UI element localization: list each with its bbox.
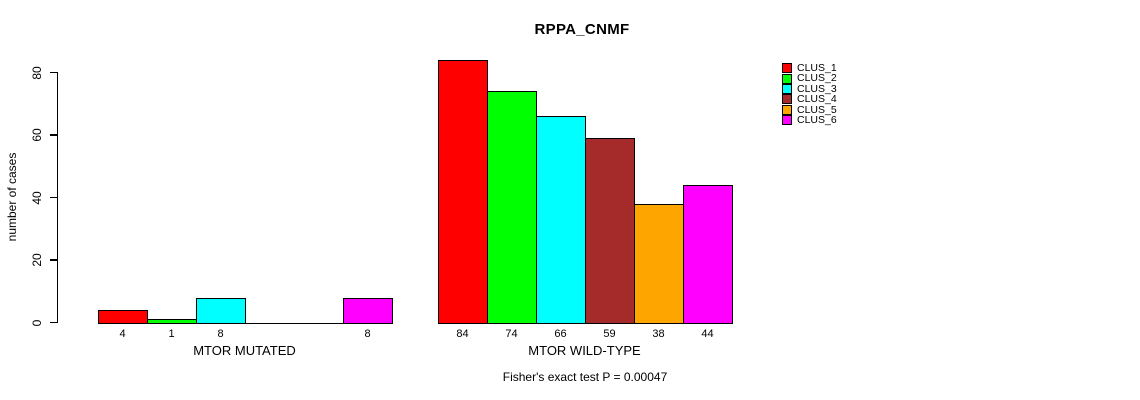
y-tick-mark [50,259,57,261]
y-tick-mark [50,321,57,324]
legend-swatch-clus-6 [782,115,792,126]
bar-value-label: 4 [119,328,126,340]
y-tick-label: 60 [30,128,44,142]
bar-value-label: 59 [603,328,616,340]
legend-swatch-clus-1 [782,63,792,74]
y-tick-mark [50,196,57,199]
legend-label: CLUS_3 [797,82,837,95]
y-axis-line [56,72,58,323]
bar-clus_6 [682,185,733,324]
legend-item: CLUS_1 [782,63,837,73]
bar-value-label: 8 [217,328,224,340]
y-tick-mark [50,71,57,74]
bar-clus_4 [584,138,635,324]
legend-item: CLUS_2 [782,72,837,85]
legend-item: CLUS_3 [782,82,837,95]
zero-bar-clus_5 [293,322,344,324]
legend-item: CLUS_4 [782,93,837,106]
legend-label: CLUS_5 [797,103,837,116]
fisher-test-caption: Fisher's exact test P = 0.00047 [502,370,668,384]
legend-label: CLUS_2 [797,72,837,85]
y-tick-label: 40 [30,190,44,205]
y-axis-label: number of cases [5,152,19,242]
bar-value-label: 66 [554,328,567,340]
bar-value-label: 38 [652,328,665,340]
bar-value-label: 74 [505,328,518,340]
legend-swatch-clus-2 [782,73,792,84]
bar-clus_3 [195,297,246,324]
bar-clus_1 [437,60,488,324]
legend: CLUS_1 CLUS_2 CLUS_3 CLUS_4 CLUS_5 CLUS_… [782,63,837,125]
legend-item: CLUS_6 [782,113,837,126]
legend-label: CLUS_6 [797,113,837,126]
legend-swatch-clus-5 [782,104,792,115]
bar-clus_1 [97,310,148,324]
legend-item: CLUS_5 [782,103,837,116]
y-tick-label: 20 [30,253,44,267]
bar-clus_6 [342,297,393,324]
legend-swatch-clus-4 [782,94,792,105]
bar-clus_2 [146,319,197,324]
bar-value-label: 44 [701,328,714,340]
bar-value-label: 84 [456,328,469,340]
bar-clus_2 [486,91,537,324]
zero-bar-clus_4 [244,322,295,324]
y-tick-label: 0 [30,319,44,326]
bar-value-label: 8 [364,328,371,340]
group-label-mtor-mutated: MTOR MUTATED [193,343,296,358]
y-tick-label: 80 [30,65,44,80]
y-tick-mark [50,134,57,136]
legend-label: CLUS_4 [797,93,837,106]
bar-value-label: 1 [168,328,175,340]
legend-label: CLUS_1 [797,62,837,74]
bar-clus_3 [535,116,586,324]
chart-title: RPPA_CNMF [534,21,630,38]
group-label-mtor-wild-type: MTOR WILD-TYPE [528,343,641,358]
bar-clus_5 [633,203,684,324]
legend-swatch-clus-3 [782,83,792,94]
